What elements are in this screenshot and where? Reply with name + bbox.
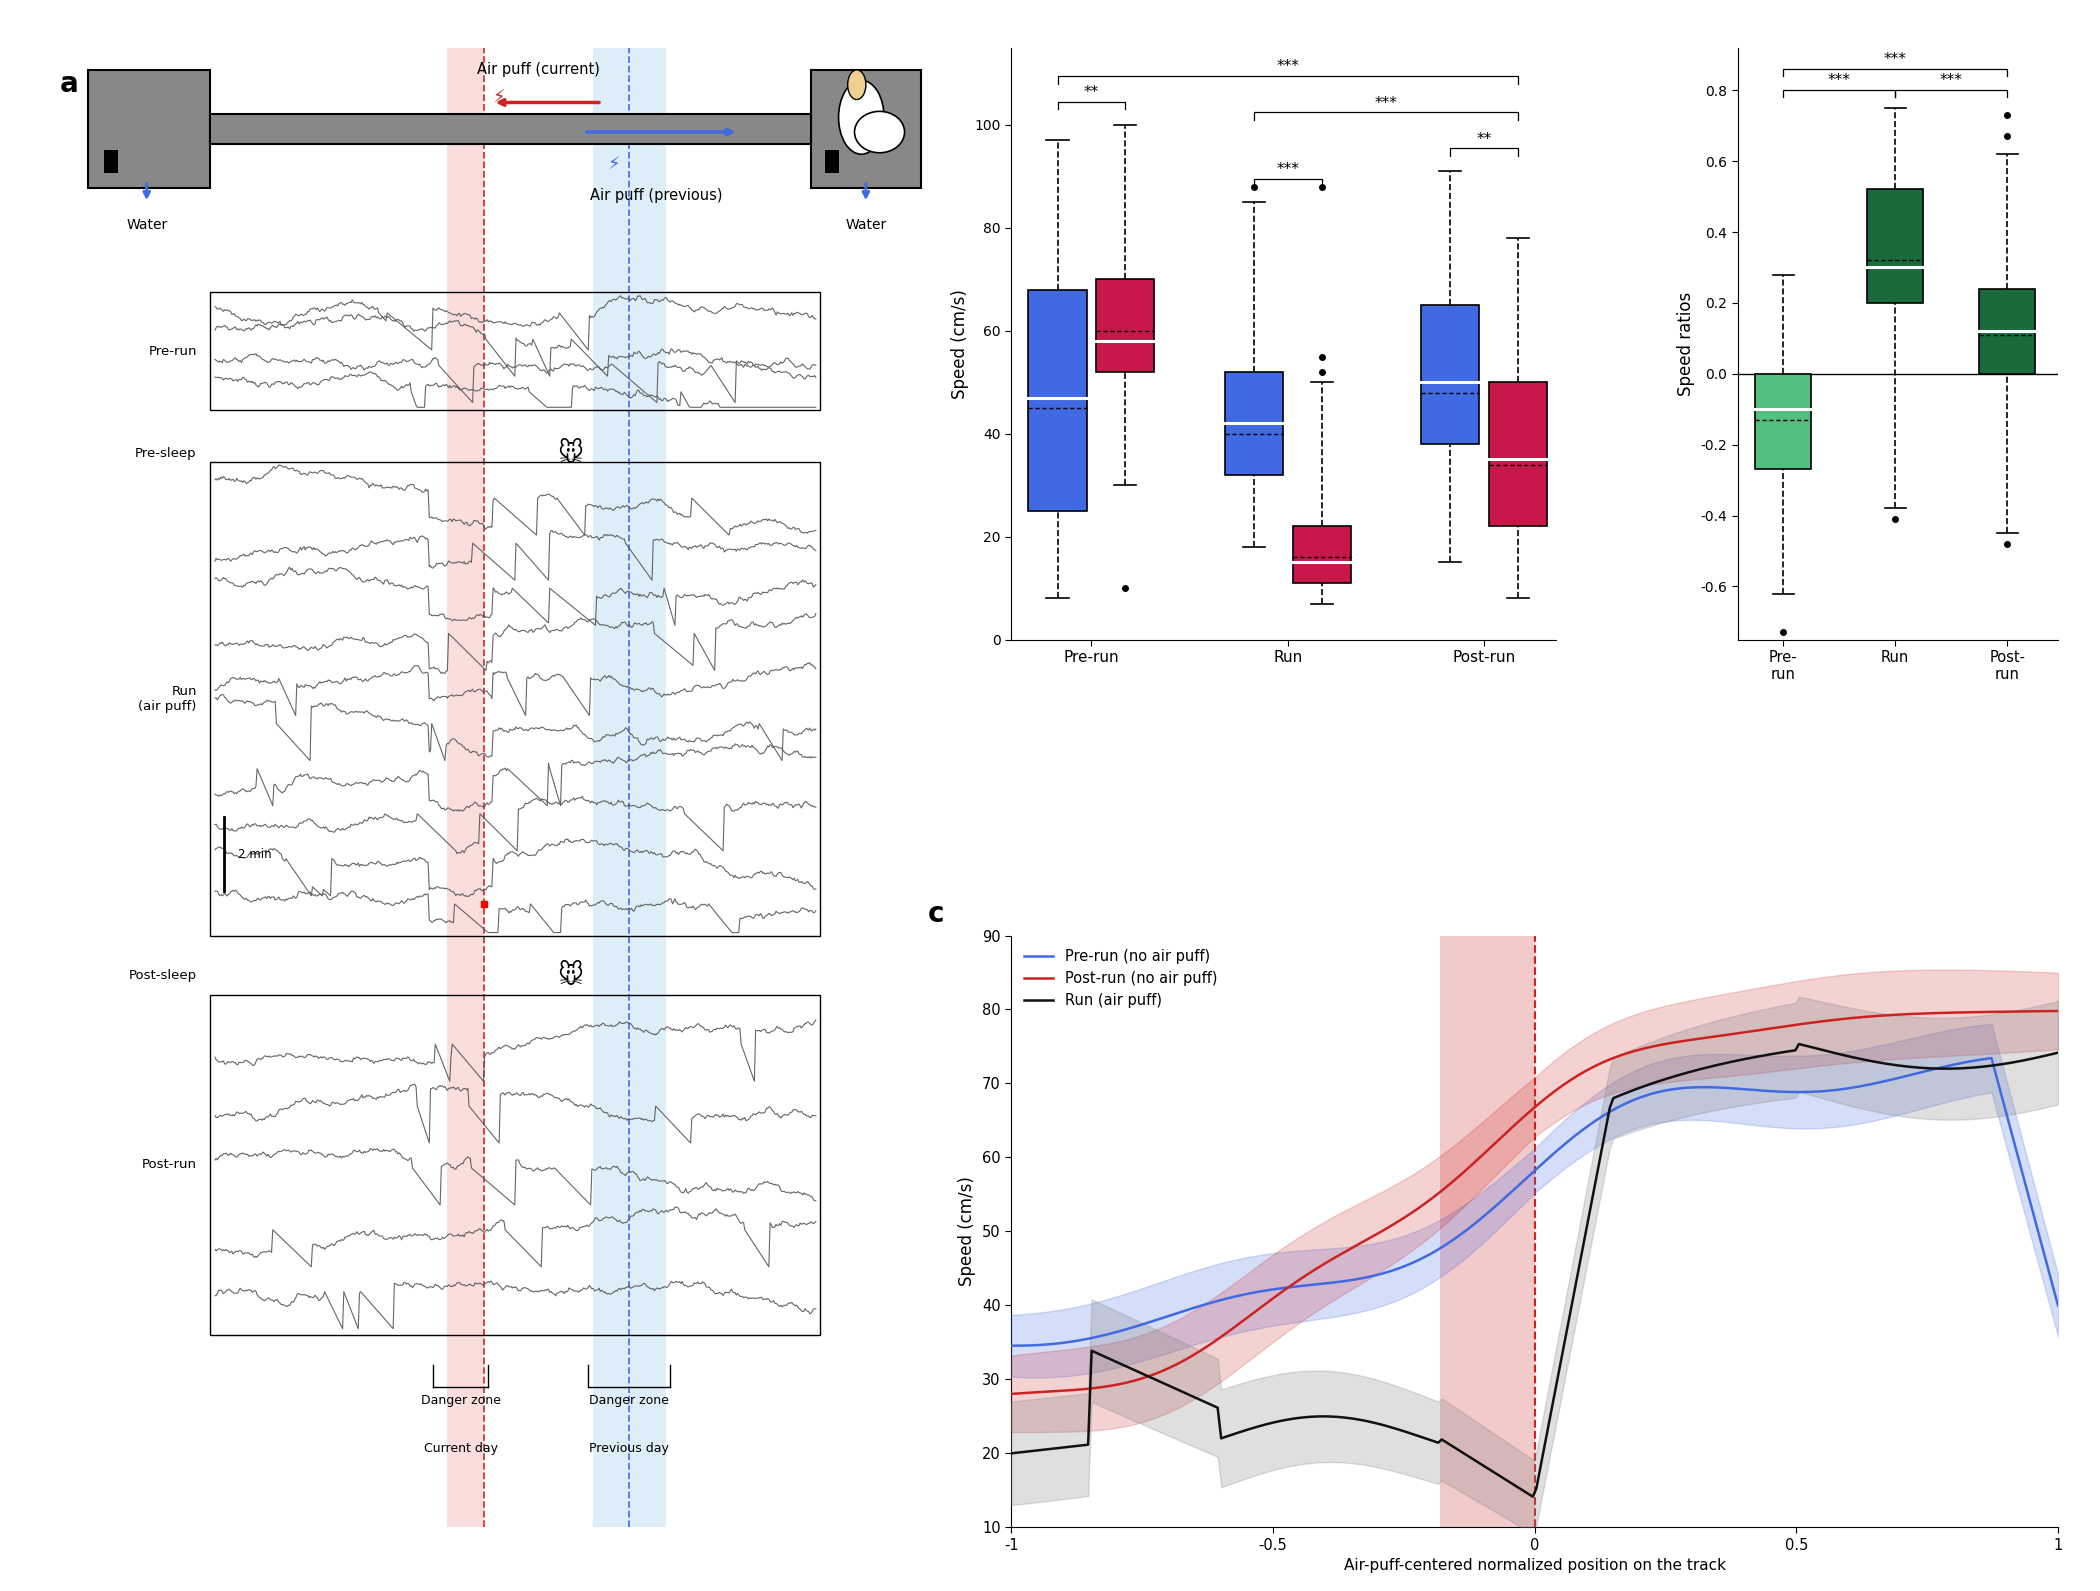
Text: Pre-run: Pre-run	[149, 345, 197, 358]
Run (air puff)	[2045, 1044, 2071, 1063]
Text: ***: ***	[1376, 95, 1399, 110]
Run (air puff)	[1520, 1488, 1546, 1507]
Bar	[1294, 527, 1350, 582]
Bar	[88, 70, 210, 188]
Run (air puff)	[1888, 1056, 1913, 1076]
Text: b: b	[934, 0, 956, 5]
Post-run (no air puff)	[2045, 1001, 2071, 1020]
Bar	[1978, 288, 2035, 374]
Bar	[811, 70, 920, 188]
Pre-run (no air puff)	[1951, 1053, 1976, 1072]
Text: **: **	[1084, 86, 1098, 100]
Circle shape	[838, 80, 884, 154]
Bar	[210, 291, 821, 410]
Text: Pre-sleep: Pre-sleep	[134, 447, 197, 460]
Pre-run (no air puff)	[1625, 1088, 1651, 1107]
Text: Danger zone: Danger zone	[420, 1394, 500, 1406]
Bar	[1756, 374, 1812, 469]
Bar	[825, 150, 840, 173]
Text: ***: ***	[1277, 59, 1300, 75]
Circle shape	[848, 70, 865, 100]
Post-run (no air puff)	[1947, 1002, 1972, 1021]
Bar	[1489, 382, 1548, 527]
Y-axis label: Speed (cm/s): Speed (cm/s)	[958, 1176, 976, 1287]
Bar	[103, 150, 118, 173]
Text: ***: ***	[1940, 73, 1964, 89]
Bar	[447, 48, 483, 1527]
Run (air puff)	[1621, 1080, 1646, 1099]
Run (air puff)	[1002, 1443, 1027, 1462]
Text: c: c	[928, 901, 943, 928]
Run (air puff)	[1625, 1079, 1651, 1098]
Post-run (no air puff)	[1882, 1006, 1907, 1025]
Text: Current day: Current day	[424, 1441, 498, 1454]
Line: Pre-run (no air puff): Pre-run (no air puff)	[1010, 1058, 2058, 1346]
Run (air puff)	[1955, 1058, 1980, 1077]
X-axis label: Air-puff-centered normalized position on the track: Air-puff-centered normalized position on…	[1344, 1558, 1726, 1573]
Text: 2 min: 2 min	[237, 848, 271, 861]
Text: **: **	[1476, 132, 1491, 146]
Pre-run (no air puff)	[1884, 1069, 1909, 1088]
Text: Post-sleep: Post-sleep	[128, 969, 197, 982]
Text: ***: ***	[1277, 162, 1300, 178]
Text: ⚡: ⚡	[607, 156, 620, 173]
Pre-run (no air puff)	[998, 1336, 1023, 1356]
Run (air puff)	[1642, 1072, 1667, 1091]
Pre-run (no air puff)	[1621, 1090, 1646, 1109]
Text: ⚡: ⚡	[494, 89, 506, 107]
Text: ***: ***	[1884, 53, 1907, 67]
Pre-run (no air puff)	[2045, 1295, 2071, 1314]
Run (air puff)	[998, 1445, 1023, 1464]
Text: Air puff (previous): Air puff (previous)	[590, 188, 722, 204]
Bar	[210, 115, 811, 143]
Bar	[1096, 280, 1155, 372]
Text: a: a	[61, 70, 80, 99]
Text: Danger zone: Danger zone	[590, 1394, 670, 1406]
Pre-run (no air puff)	[1642, 1083, 1667, 1103]
Text: 🐭: 🐭	[556, 441, 584, 466]
Bar	[1422, 305, 1480, 444]
Text: Water: Water	[846, 218, 886, 232]
Post-run (no air puff)	[1640, 1037, 1665, 1056]
Text: Post-run: Post-run	[143, 1158, 197, 1171]
Text: Water: Water	[126, 218, 168, 232]
Post-run (no air puff)	[1621, 1042, 1646, 1061]
Y-axis label: Speed (cm/s): Speed (cm/s)	[951, 288, 968, 399]
Pre-run (no air puff)	[1006, 1336, 1031, 1356]
Post-run (no air puff)	[1619, 1042, 1644, 1061]
Bar	[210, 994, 821, 1335]
Y-axis label: Speed ratios: Speed ratios	[1676, 291, 1695, 396]
Line: Post-run (no air puff): Post-run (no air puff)	[1010, 1010, 2058, 1394]
Run (air puff)	[1787, 1034, 1812, 1053]
Pre-run (no air puff)	[1002, 1336, 1027, 1356]
Text: 🐭: 🐭	[556, 963, 584, 988]
Text: Air puff (current): Air puff (current)	[477, 62, 601, 78]
Text: ***: ***	[1827, 73, 1850, 89]
Text: Run
(air puff): Run (air puff)	[139, 684, 197, 713]
Bar	[1867, 189, 1924, 302]
Post-run (no air puff)	[1002, 1384, 1027, 1403]
Bar	[1029, 290, 1086, 511]
Bar	[1224, 372, 1283, 474]
Pre-run (no air puff)	[1978, 1048, 2003, 1068]
Text: Previous day: Previous day	[590, 1441, 670, 1454]
Legend: Pre-run (no air puff), Post-run (no air puff), Run (air puff): Pre-run (no air puff), Post-run (no air …	[1018, 943, 1224, 1013]
Bar	[1441, 936, 1535, 1527]
Ellipse shape	[855, 111, 905, 153]
Post-run (no air puff)	[998, 1384, 1023, 1403]
Line: Run (air puff): Run (air puff)	[1010, 1044, 2058, 1497]
Bar	[592, 48, 666, 1527]
Bar	[210, 461, 821, 936]
